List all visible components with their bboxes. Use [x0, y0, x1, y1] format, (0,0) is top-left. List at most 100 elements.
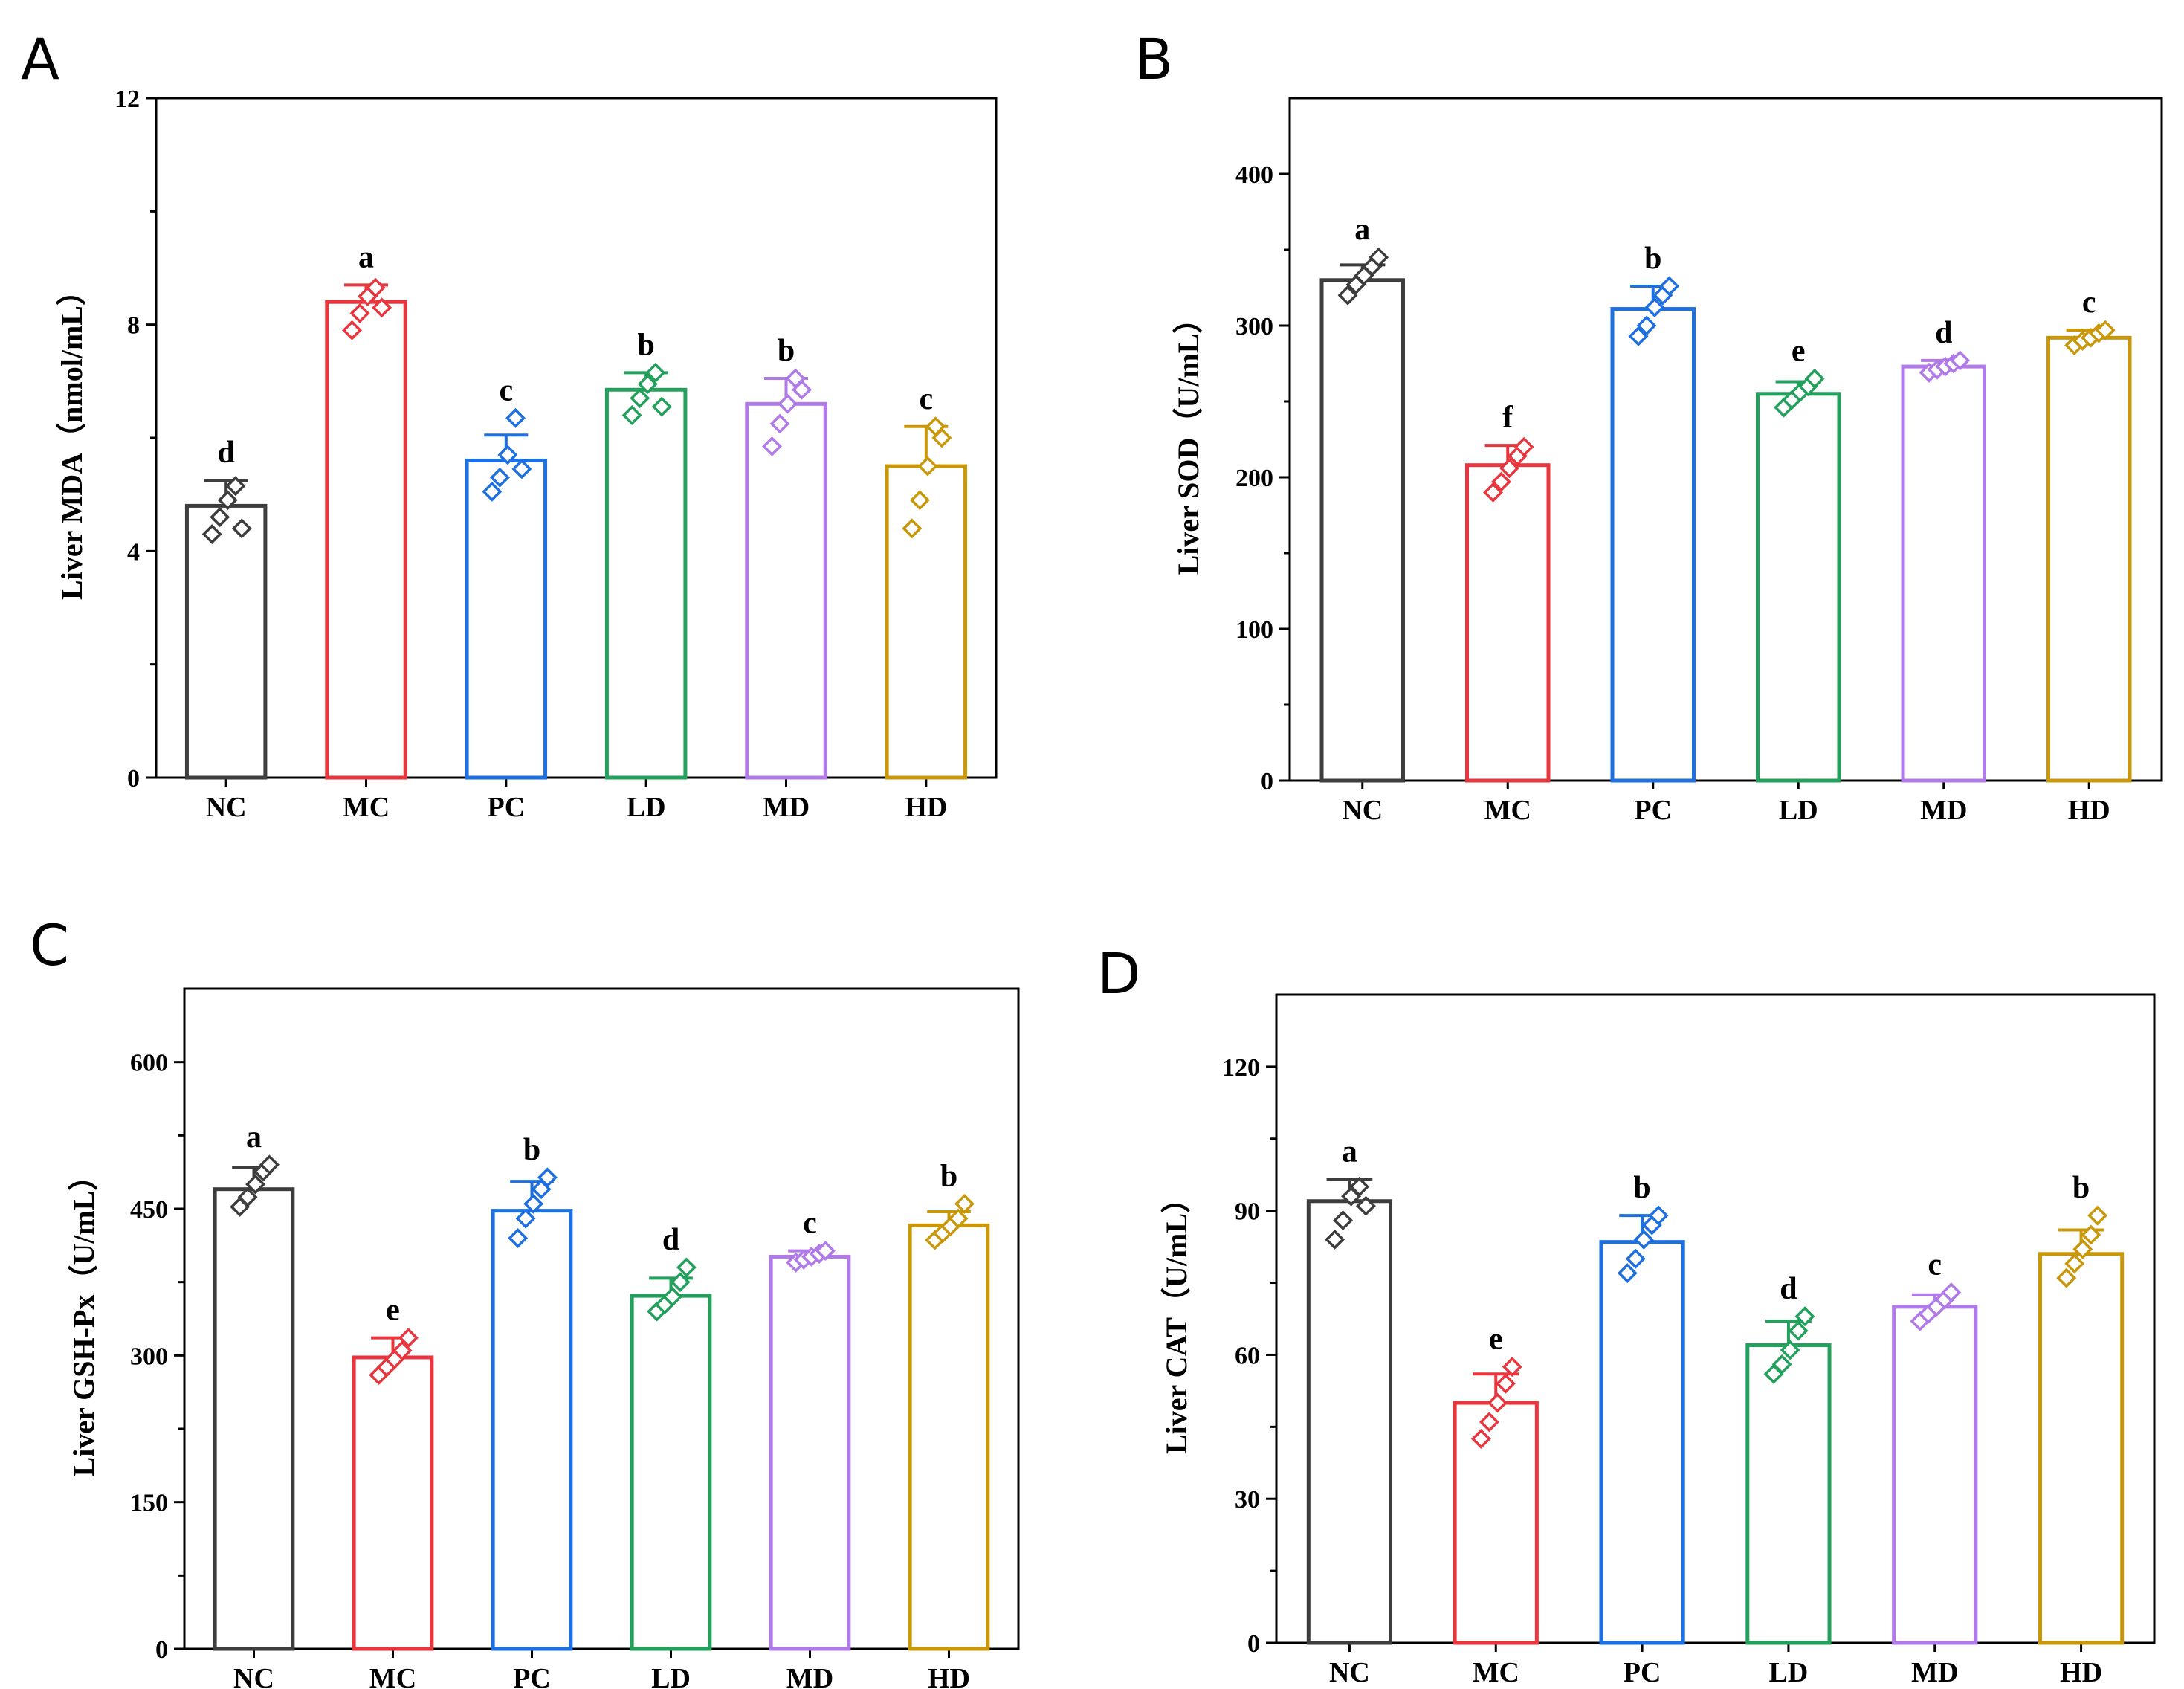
bar-mc — [1465, 463, 1551, 783]
chart-c: 0 150 300 450 600 Liver GSH-Px（U/mL） NC a MC e PC b… — [67, 987, 1020, 1689]
bar-ld — [630, 1294, 712, 1651]
data-point-pc — [511, 459, 532, 479]
significance-label-hd: c — [2082, 285, 2096, 320]
significance-label-pc: b — [1633, 1171, 1650, 1205]
y-axis-label: Liver MDA（nmol/mL） — [55, 276, 88, 600]
x-tick-label-mc: MC — [369, 1663, 416, 1689]
data-point-pc — [1628, 326, 1649, 346]
plot-frame — [1288, 97, 2163, 782]
data-point-hd — [917, 456, 938, 477]
significance-label-ld: e — [1792, 334, 1806, 368]
data-point-pc — [515, 1208, 536, 1229]
data-point-ld — [662, 1286, 683, 1307]
significance-label-mc: f — [1502, 401, 1513, 435]
data-point-nc — [231, 518, 252, 539]
data-point-hd — [909, 490, 930, 511]
significance-label-pc: b — [523, 1133, 540, 1167]
x-tick-label-hd: HD — [928, 1663, 970, 1689]
data-point-ld — [1788, 1320, 1809, 1341]
data-point-mc — [398, 1328, 419, 1349]
data-point-pc — [508, 1227, 529, 1248]
data-point-mc — [392, 1340, 413, 1361]
x-tick-label-md: MD — [1911, 1657, 1958, 1688]
bar-hd — [908, 1223, 990, 1651]
bar-pc — [1610, 307, 1696, 783]
data-point-hd — [954, 1193, 975, 1214]
data-point-md — [1950, 350, 1971, 371]
y-tick-label: 300 — [130, 1343, 168, 1370]
x-tick-label-md: MD — [786, 1663, 833, 1689]
bar-hd — [2038, 1252, 2125, 1645]
x-tick-label-ld: LD — [1769, 1657, 1809, 1688]
bar-nc — [1306, 1199, 1393, 1645]
significance-label-ld: d — [662, 1223, 679, 1257]
data-point-mc — [1487, 1392, 1508, 1413]
x-tick-label-pc: PC — [1634, 795, 1672, 826]
data-point-md — [769, 413, 790, 434]
bar-pc — [491, 1209, 573, 1651]
bar-ld — [1756, 392, 1841, 783]
y-tick-label: 300 — [1235, 313, 1273, 340]
plot-frame — [155, 97, 998, 779]
data-point-nc — [201, 524, 222, 544]
data-point-pc — [1625, 1248, 1646, 1269]
data-point-nc — [210, 507, 230, 528]
bar-md — [1892, 1305, 1978, 1645]
data-point-pc — [1648, 1205, 1669, 1226]
data-point-ld — [1771, 1354, 1792, 1375]
data-point-pc — [1659, 276, 1680, 297]
data-point-mc — [1499, 458, 1519, 479]
panel-c: C 0 150 300 450 600 Liver GSH-Px（U/mL） NC a MC e P… — [30, 912, 1020, 1689]
data-point-nc — [1325, 1229, 1345, 1250]
chart-d: 0 30 60 90 120 Liver CAT（U/mL） NC a MC e PC b LD d MD c… — [1160, 993, 2156, 1688]
data-point-hd — [902, 518, 923, 539]
bar-pc — [465, 458, 548, 780]
y-tick-label: 0 — [1261, 768, 1273, 795]
bar-ld — [1745, 1343, 1832, 1645]
significance-label-hd: c — [920, 382, 934, 416]
y-tick-label: 30 — [1235, 1486, 1260, 1514]
bar-md — [769, 1254, 851, 1651]
data-point-pc — [505, 407, 526, 428]
data-point-nc — [1337, 285, 1358, 306]
significance-label-nc: a — [1354, 213, 1370, 247]
y-tick-label: 12 — [114, 85, 140, 113]
data-point-pc — [489, 467, 510, 488]
y-tick-label: 4 — [127, 538, 140, 566]
significance-label-hd: b — [940, 1159, 957, 1193]
data-point-nc — [1333, 1210, 1354, 1231]
bar-nc — [184, 503, 268, 780]
x-tick-label-hd: HD — [2068, 795, 2110, 826]
data-point-nc — [245, 1174, 266, 1195]
x-tick-label-ld: LD — [627, 792, 666, 823]
x-tick-label-pc: PC — [488, 792, 526, 823]
significance-label-md: b — [778, 334, 795, 368]
significance-label-nc: a — [246, 1120, 262, 1154]
data-point-ld — [637, 374, 658, 395]
data-point-mc — [372, 297, 392, 318]
significance-label-ld: b — [637, 328, 654, 362]
significance-label-ld: d — [1780, 1272, 1797, 1306]
significance-label-pc: b — [1644, 242, 1661, 276]
significance-label-md: d — [1935, 316, 1952, 350]
data-point-md — [792, 379, 812, 400]
x-tick-label-ld: LD — [1779, 795, 1818, 826]
bar-mc — [352, 1355, 434, 1651]
x-tick-label-nc: NC — [233, 1663, 274, 1689]
data-point-pc — [1644, 297, 1665, 317]
y-tick-label: 0 — [1247, 1630, 1260, 1658]
y-axis-label: Liver SOD（U/mL） — [1172, 304, 1205, 575]
y-tick-label: 600 — [130, 1050, 168, 1077]
data-point-hd — [2081, 1224, 2101, 1245]
x-tick-label-nc: NC — [206, 792, 247, 823]
data-point-ld — [645, 362, 666, 383]
data-point-hd — [2072, 1239, 2093, 1259]
bar-mc — [1453, 1401, 1539, 1645]
x-tick-label-nc: NC — [1329, 1657, 1370, 1688]
x-tick-label-mc: MC — [1484, 795, 1531, 826]
data-point-ld — [630, 388, 650, 409]
x-tick-label-md: MD — [1920, 795, 1967, 826]
significance-label-md: c — [803, 1207, 817, 1241]
x-tick-label-mc: MC — [343, 792, 390, 823]
